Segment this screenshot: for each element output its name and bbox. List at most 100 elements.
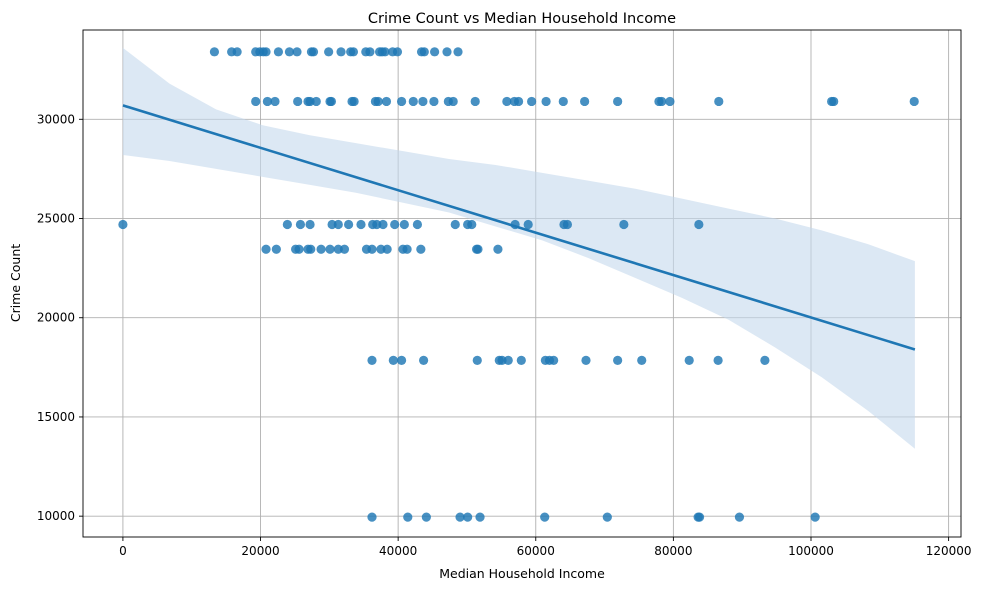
- data-point: [284, 47, 295, 57]
- data-point: [381, 96, 392, 107]
- data-point: [416, 244, 426, 254]
- data-point: [333, 219, 343, 230]
- data-point: [713, 355, 723, 365]
- data-point: [251, 96, 261, 107]
- data-point: [399, 219, 409, 230]
- regression-fit-line: [122, 104, 916, 351]
- y-axis-ticks: 10000 15000 20000 25000 30000: [37, 112, 83, 523]
- data-point: [421, 512, 431, 522]
- data-point: [325, 244, 335, 254]
- data-point: [388, 355, 398, 365]
- data-point: [348, 47, 359, 57]
- plot-frame: [82, 29, 962, 538]
- data-point: [396, 96, 407, 107]
- data-point: [450, 219, 460, 230]
- data-point: [467, 219, 477, 230]
- data-point: [118, 219, 128, 230]
- data-point: [562, 219, 573, 230]
- y-tick-label: 25000: [37, 212, 75, 226]
- data-point: [549, 355, 559, 365]
- x-tick-label: 100000: [788, 544, 834, 558]
- data-point: [472, 355, 482, 365]
- data-point: [694, 512, 705, 522]
- data-point: [523, 219, 533, 230]
- data-point: [403, 512, 413, 522]
- data-point: [326, 96, 336, 107]
- data-point: [392, 47, 403, 57]
- x-axis-ticks: 0 20000 40000 60000 80000 100000 120000: [119, 537, 972, 558]
- chart-title: Crime Count vs Median Household Income: [368, 11, 676, 27]
- data-point: [527, 96, 537, 107]
- y-tick-label: 15000: [37, 410, 75, 424]
- x-tick-label: 0: [119, 544, 127, 558]
- data-point: [367, 512, 377, 522]
- data-point: [429, 96, 439, 107]
- data-point: [349, 96, 359, 107]
- y-tick-label: 20000: [37, 311, 75, 325]
- data-point: [311, 96, 321, 107]
- data-point: [581, 355, 591, 365]
- x-tick-label: 120000: [926, 544, 972, 558]
- data-point: [324, 47, 334, 57]
- data-point: [665, 96, 675, 107]
- data-points: [118, 47, 919, 522]
- data-point: [453, 47, 463, 57]
- data-point: [829, 96, 839, 107]
- y-axis-label: Crime Count: [8, 244, 23, 322]
- data-point: [367, 355, 377, 365]
- data-point: [493, 244, 503, 254]
- data-point: [209, 47, 220, 57]
- data-point: [412, 219, 423, 230]
- data-point: [637, 355, 647, 365]
- data-point: [378, 219, 388, 230]
- data-point: [455, 512, 465, 522]
- data-point: [448, 96, 458, 107]
- regression-line: [122, 104, 916, 351]
- data-point: [714, 96, 724, 107]
- data-point: [282, 219, 292, 230]
- data-point: [418, 96, 428, 107]
- data-point: [316, 244, 326, 254]
- data-point: [271, 244, 281, 254]
- data-point: [305, 219, 315, 230]
- data-point: [419, 355, 429, 365]
- data-point: [684, 355, 694, 365]
- data-point: [463, 512, 473, 522]
- data-point: [558, 96, 568, 107]
- data-point: [540, 512, 550, 522]
- data-point: [473, 244, 483, 254]
- data-point: [909, 96, 919, 107]
- data-point: [503, 355, 513, 365]
- x-tick-label: 40000: [379, 544, 417, 558]
- data-point: [382, 244, 392, 254]
- data-point: [344, 219, 354, 230]
- data-point: [356, 219, 366, 230]
- data-point: [270, 96, 280, 107]
- data-point: [760, 355, 770, 365]
- x-tick-label: 60000: [517, 544, 555, 558]
- data-point: [502, 96, 512, 107]
- x-tick-label: 80000: [654, 544, 692, 558]
- confidence-band-area: [122, 47, 915, 449]
- data-point: [390, 219, 400, 230]
- data-point: [262, 96, 273, 107]
- data-point: [613, 355, 623, 365]
- y-tick-label: 30000: [37, 112, 75, 126]
- data-point: [419, 47, 429, 57]
- data-point: [308, 47, 319, 57]
- data-point: [380, 47, 390, 57]
- data-point: [810, 512, 820, 522]
- data-point: [367, 244, 377, 254]
- data-point: [339, 244, 350, 254]
- data-point: [602, 512, 612, 522]
- data-point: [306, 244, 316, 254]
- data-point: [373, 96, 383, 107]
- data-point: [430, 47, 440, 57]
- data-point: [294, 244, 304, 254]
- data-point: [513, 96, 524, 107]
- data-point: [261, 244, 271, 254]
- x-axis-label: Median Household Income: [439, 566, 605, 581]
- data-point: [619, 219, 629, 230]
- data-point: [470, 96, 480, 107]
